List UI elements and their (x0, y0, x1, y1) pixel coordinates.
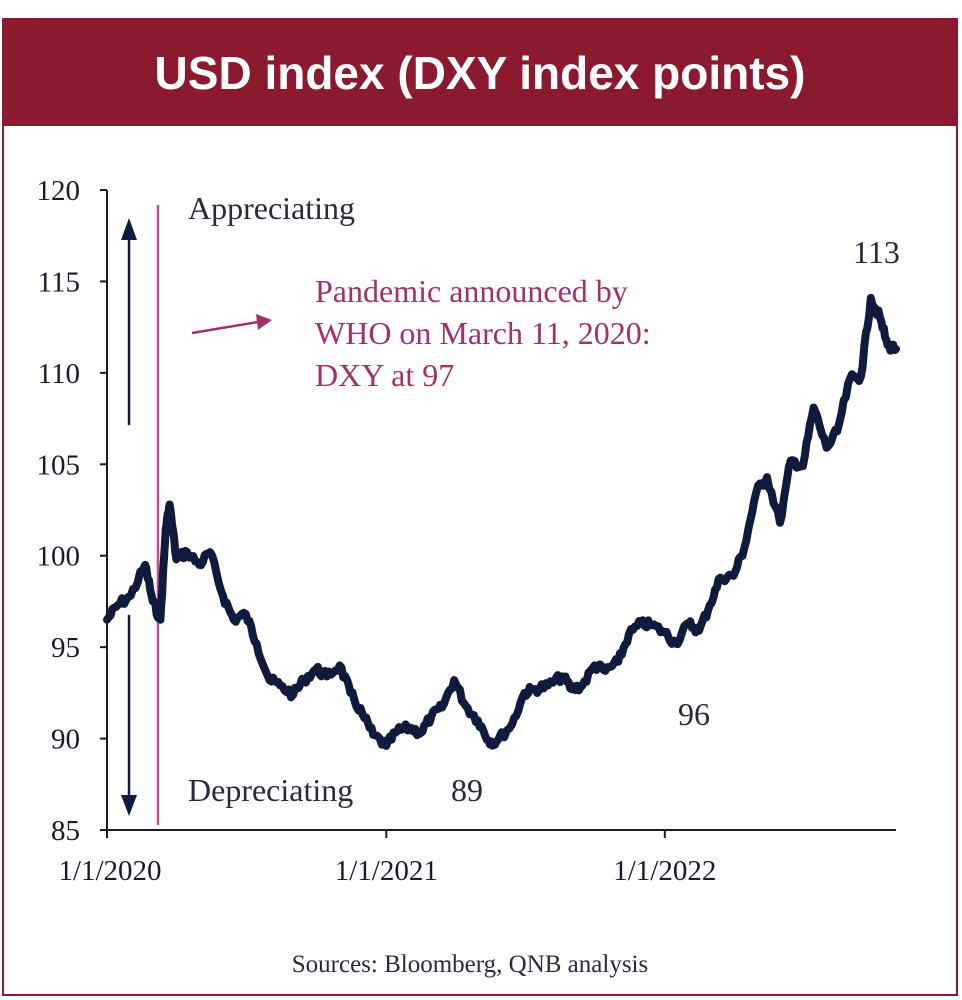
appreciating-arrow (121, 218, 137, 425)
x-tick-label: 1/1/2020 (58, 855, 161, 887)
chart-title: USD index (DXY index points) (4, 20, 956, 126)
pandemic-pointer-arrow (191, 314, 272, 335)
depreciating-arrow (121, 615, 137, 816)
y-tick-label: 90 (51, 724, 80, 756)
x-tick-label: 1/1/2022 (613, 855, 716, 887)
y-tick-label: 95 (51, 632, 80, 664)
annotation-appreciating: Appreciating (188, 190, 355, 226)
y-tick-label: 120 (37, 175, 81, 207)
annotation-pandemic-line-3: DXY at 97 (315, 357, 454, 393)
x-tick-label: 1/1/2021 (335, 855, 438, 887)
annotation-depreciating: Depreciating (188, 772, 353, 808)
y-axis-ticks: 85 90 95 100 105 110 115 120 (37, 175, 107, 847)
x-axis-ticks: 1/1/2020 1/1/2021 1/1/2022 (58, 830, 716, 887)
y-tick-label: 100 (37, 541, 81, 573)
y-tick-label: 105 (37, 449, 81, 481)
y-tick-label: 85 (51, 815, 80, 847)
data-label-96: 96 (678, 696, 710, 732)
series-line-dxy (103, 293, 900, 750)
annotation-pandemic-line-1: Pandemic announced by (315, 273, 628, 309)
y-tick-label: 115 (38, 266, 80, 298)
y-tick-label: 110 (38, 358, 80, 390)
source-note: Sources: Bloomberg, QNB analysis (292, 951, 648, 978)
data-label-113: 113 (853, 234, 900, 270)
data-label-89: 89 (451, 772, 483, 808)
annotation-pandemic-line-2: WHO on March 11, 2020: (315, 315, 651, 351)
chart-frame: USD index (DXY index points) (2, 18, 958, 996)
